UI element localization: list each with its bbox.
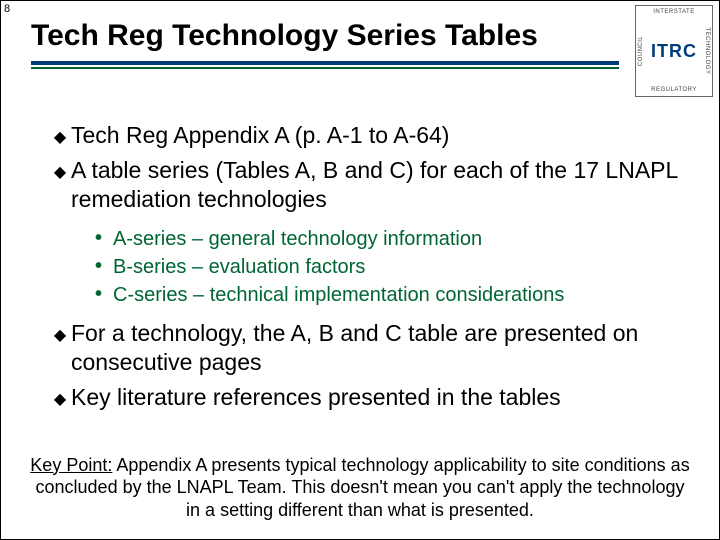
bullet-text: B-series – evaluation factors (113, 255, 679, 280)
logo-acronym: ITRC (651, 42, 697, 60)
logo-band-bottom: REGULATORY (636, 87, 712, 93)
diamond-icon: ◆ (49, 383, 71, 409)
diamond-icon: ◆ (49, 319, 71, 345)
itrc-logo: INTERSTATE TECHNOLOGY REGULATORY COUNCIL… (635, 5, 713, 97)
bullet-level1: ◆ A table series (Tables A, B and C) for… (49, 156, 679, 214)
key-point: Key Point: Appendix A presents typical t… (29, 454, 691, 522)
key-point-body: Appendix A presents typical technology a… (36, 455, 690, 520)
page-number: 8 (4, 3, 10, 15)
bullet-text: Tech Reg Appendix A (p. A-1 to A-64) (71, 121, 679, 150)
dot-icon: • (95, 227, 113, 250)
bullet-text: A table series (Tables A, B and C) for e… (71, 156, 679, 214)
dot-icon: • (95, 283, 113, 306)
key-point-lead: Key Point: (30, 455, 112, 475)
bullet-level1: ◆ For a technology, the A, B and C table… (49, 319, 679, 377)
bullet-text: C-series – technical implementation cons… (113, 283, 679, 308)
bullet-text: A-series – general technology informatio… (113, 227, 679, 252)
diamond-icon: ◆ (49, 121, 71, 147)
bullet-level1: ◆ Key literature references presented in… (49, 383, 679, 412)
slide: 8 INTERSTATE TECHNOLOGY REGULATORY COUNC… (0, 0, 720, 540)
diamond-icon: ◆ (49, 156, 71, 182)
bullet-level2: • B-series – evaluation factors (49, 255, 679, 280)
bullet-level2: • C-series – technical implementation co… (49, 283, 679, 308)
content-area: ◆ Tech Reg Appendix A (p. A-1 to A-64) ◆… (49, 121, 679, 418)
bullet-level1: ◆ Tech Reg Appendix A (p. A-1 to A-64) (49, 121, 679, 150)
bullet-text: Key literature references presented in t… (71, 383, 679, 412)
title-rule-secondary (31, 67, 619, 69)
slide-title: Tech Reg Technology Series Tables (31, 19, 619, 53)
title-area: Tech Reg Technology Series Tables (31, 19, 619, 69)
dot-icon: • (95, 255, 113, 278)
title-rule-primary (31, 61, 619, 65)
bullet-text: For a technology, the A, B and C table a… (71, 319, 679, 377)
logo-band-top: INTERSTATE (636, 9, 712, 15)
logo-band-left: COUNCIL (638, 16, 644, 86)
logo-band-right: TECHNOLOGY (704, 16, 710, 86)
bullet-level2: • A-series – general technology informat… (49, 227, 679, 252)
